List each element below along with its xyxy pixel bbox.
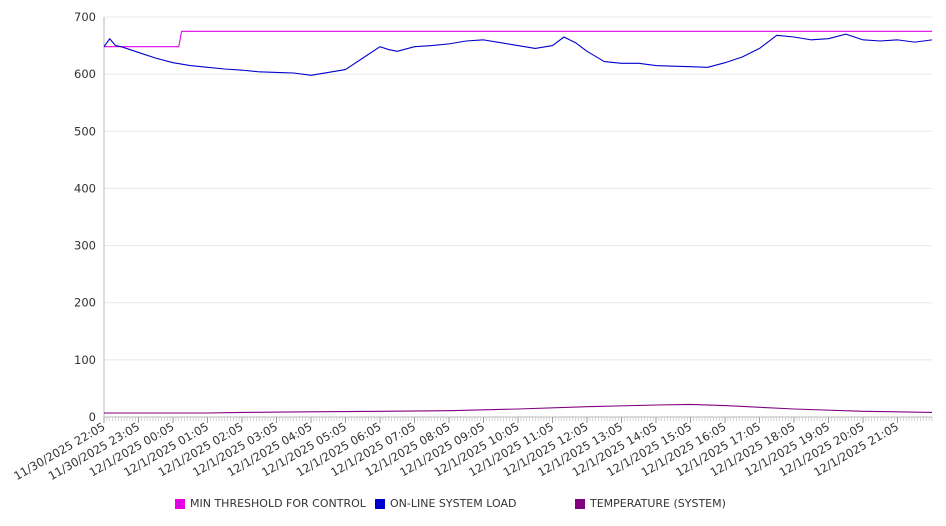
legend-label-temperature: TEMPERATURE (SYSTEM) (590, 497, 726, 510)
y-tick-label-400: 400 (74, 181, 96, 195)
grid-lines (104, 16, 932, 361)
legend-swatch-temperature (575, 498, 585, 509)
legend-item-min-threshold[interactable]: MIN THRESHOLD FOR CONTROL (175, 497, 366, 510)
legend: MIN THRESHOLD FOR CONTROL ON-LINE SYSTEM… (0, 497, 946, 515)
legend-swatch-min-threshold (175, 498, 185, 509)
legend-item-system-load[interactable]: ON-LINE SYSTEM LOAD (375, 497, 516, 510)
y-tick-label-0: 0 (89, 410, 96, 424)
y-tick-labels: 0 100 200 300 400 500 600 700 (74, 10, 96, 424)
legend-swatch-system-load (375, 498, 385, 509)
y-tick-label-600: 600 (74, 67, 96, 81)
y-tick-label-700: 700 (74, 10, 96, 24)
legend-item-temperature[interactable]: TEMPERATURE (SYSTEM) (575, 497, 726, 510)
legend-label-system-load: ON-LINE SYSTEM LOAD (390, 497, 517, 510)
series-lines (103, 30, 933, 414)
series-line-temperature-system (104, 403, 933, 414)
axes (103, 17, 933, 423)
y-tick-label-500: 500 (74, 124, 96, 138)
series-line-min-threshold-for-control (104, 30, 932, 48)
y-tick-label-300: 300 (74, 239, 96, 253)
series-line-on-line-system-load (103, 33, 933, 76)
y-tick-label-100: 100 (74, 353, 96, 367)
y-tick-label-200: 200 (74, 296, 96, 310)
legend-label-min-threshold: MIN THRESHOLD FOR CONTROL (190, 497, 366, 510)
